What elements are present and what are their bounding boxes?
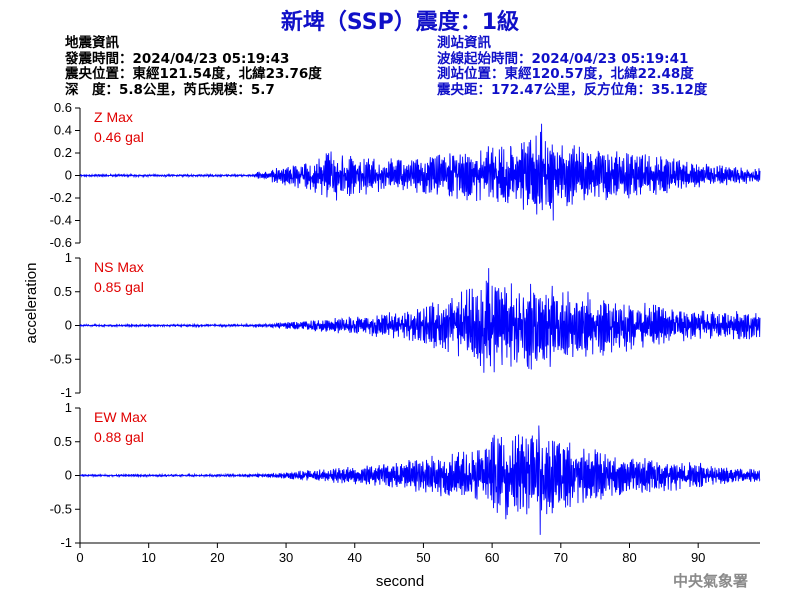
y-tick-label-z: -0.2 [50, 190, 72, 205]
y-tick-label-ew: 0 [65, 468, 72, 483]
y-tick-label-ns: 0 [65, 318, 72, 333]
epicentral-distance: 震央距：172.47公里，反方位角：35.12度 [437, 81, 708, 98]
y-tick-label-z: 0.2 [54, 145, 72, 160]
max-value-ns: 0.85 gal [94, 279, 144, 295]
max-label-z: Z Max [94, 109, 133, 125]
y-axis-label: acceleration [23, 263, 40, 344]
y-tick-label-ns: 1 [65, 250, 72, 265]
x-axis-label: second [376, 573, 424, 590]
epicenter-location: 震央位置：東經121.54度，北緯23.76度 [65, 66, 322, 82]
y-tick-label-ns: 0.5 [54, 284, 72, 299]
y-tick-label-z: 0.4 [54, 123, 72, 138]
x-tick-label: 30 [279, 550, 293, 565]
station-info-heading: 測站資訊 [437, 35, 491, 51]
y-tick-label-ns: -1 [60, 385, 72, 400]
x-tick-label: 0 [76, 550, 83, 565]
trace-line-ns [79, 268, 761, 373]
origin-time: 發震時間：2024/04/23 05:19:43 [65, 50, 290, 67]
x-tick-label: 80 [622, 550, 636, 565]
max-label-ns: NS Max [94, 259, 144, 275]
y-tick-label-ew: 0.5 [54, 434, 72, 449]
footer-agency: 中央氣象署 [672, 572, 748, 590]
x-tick-label: 90 [691, 550, 705, 565]
station-info: 測站資訊 波線起始時間：2024/04/23 05:19:41 測站位置：東經1… [437, 35, 708, 98]
station-location: 測站位置：東經120.57度，北緯22.48度 [437, 66, 694, 82]
x-tick-label: 20 [210, 550, 224, 565]
depth-magnitude: 深 度：5.8公里，芮氏規模：5.7 [65, 81, 275, 98]
x-tick-label: 60 [485, 550, 499, 565]
trace-line-z [79, 123, 761, 221]
x-tick-label: 70 [554, 550, 568, 565]
y-tick-label-ew: -0.5 [50, 501, 72, 516]
y-tick-label-ns: -0.5 [50, 351, 72, 366]
y-tick-label-ew: 1 [65, 400, 72, 415]
max-value-z: 0.46 gal [94, 129, 144, 145]
y-tick-label-ew: -1 [60, 535, 72, 550]
y-tick-label-z: -0.4 [50, 213, 72, 228]
x-tick-label: 40 [348, 550, 362, 565]
event-info-heading: 地震資訊 [65, 35, 119, 51]
event-info: 地震資訊 發震時間：2024/04/23 05:19:43 震央位置：東經121… [65, 35, 322, 98]
y-tick-label-z: 0 [65, 168, 72, 183]
x-tick-label: 50 [416, 550, 430, 565]
y-tick-label-z: -0.6 [50, 235, 72, 250]
chart-title: 新埤（SSP）震度：1級 [280, 10, 520, 35]
wave-start-time: 波線起始時間：2024/04/23 05:19:41 [437, 50, 689, 67]
y-tick-label-z: 0.6 [54, 100, 72, 115]
x-tick-label: 10 [141, 550, 155, 565]
max-value-ew: 0.88 gal [94, 429, 144, 445]
trace-line-ew [79, 425, 761, 535]
max-label-ew: EW Max [94, 409, 147, 425]
